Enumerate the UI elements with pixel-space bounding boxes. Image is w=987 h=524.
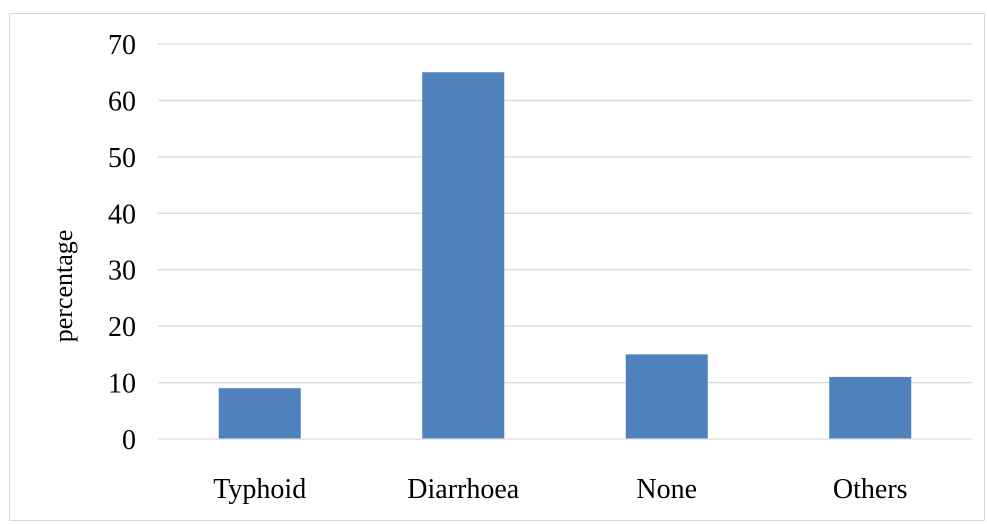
y-tick-label: 0 bbox=[122, 425, 136, 456]
bar-typhoid bbox=[218, 388, 301, 439]
y-tick-label: 10 bbox=[108, 369, 136, 400]
x-category-label: Others bbox=[833, 474, 908, 505]
bar-others bbox=[829, 376, 912, 439]
x-category-label: Typhoid bbox=[213, 474, 306, 505]
y-tick-label: 50 bbox=[108, 143, 136, 174]
x-category-label: Diarrhoea bbox=[407, 474, 520, 505]
y-axis-ticks: 0 10 20 30 40 50 60 70 bbox=[108, 30, 136, 456]
y-tick-label: 30 bbox=[108, 256, 136, 287]
y-tick-label: 60 bbox=[108, 86, 136, 117]
x-category-label: None bbox=[636, 474, 697, 505]
gridlines bbox=[158, 43, 972, 384]
bar-none bbox=[625, 354, 708, 439]
y-tick-label: 20 bbox=[108, 312, 136, 343]
y-axis-label: percentage bbox=[49, 230, 78, 343]
bars bbox=[218, 72, 912, 439]
y-tick-label: 70 bbox=[108, 30, 136, 61]
x-axis-categories: Typhoid Diarrhoea None Others bbox=[213, 474, 907, 505]
bar-diarrhoea bbox=[422, 72, 505, 439]
y-tick-label: 40 bbox=[108, 199, 136, 230]
